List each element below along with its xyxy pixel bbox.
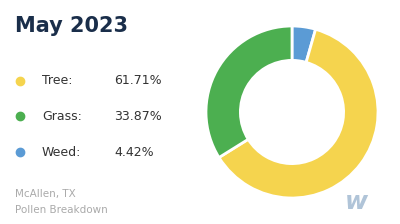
Text: Tree:: Tree: bbox=[42, 74, 72, 87]
Text: Grass:: Grass: bbox=[42, 110, 82, 123]
Text: 4.42%: 4.42% bbox=[114, 146, 154, 159]
Text: 61.71%: 61.71% bbox=[114, 74, 162, 87]
Wedge shape bbox=[292, 26, 316, 62]
Text: May 2023: May 2023 bbox=[16, 16, 128, 36]
Text: Pollen Breakdown: Pollen Breakdown bbox=[16, 205, 108, 215]
Text: 33.87%: 33.87% bbox=[114, 110, 162, 123]
Text: w: w bbox=[344, 190, 368, 214]
Text: Weed:: Weed: bbox=[42, 146, 81, 159]
Text: McAllen, TX: McAllen, TX bbox=[16, 189, 76, 199]
Wedge shape bbox=[206, 26, 292, 157]
Wedge shape bbox=[219, 29, 378, 198]
